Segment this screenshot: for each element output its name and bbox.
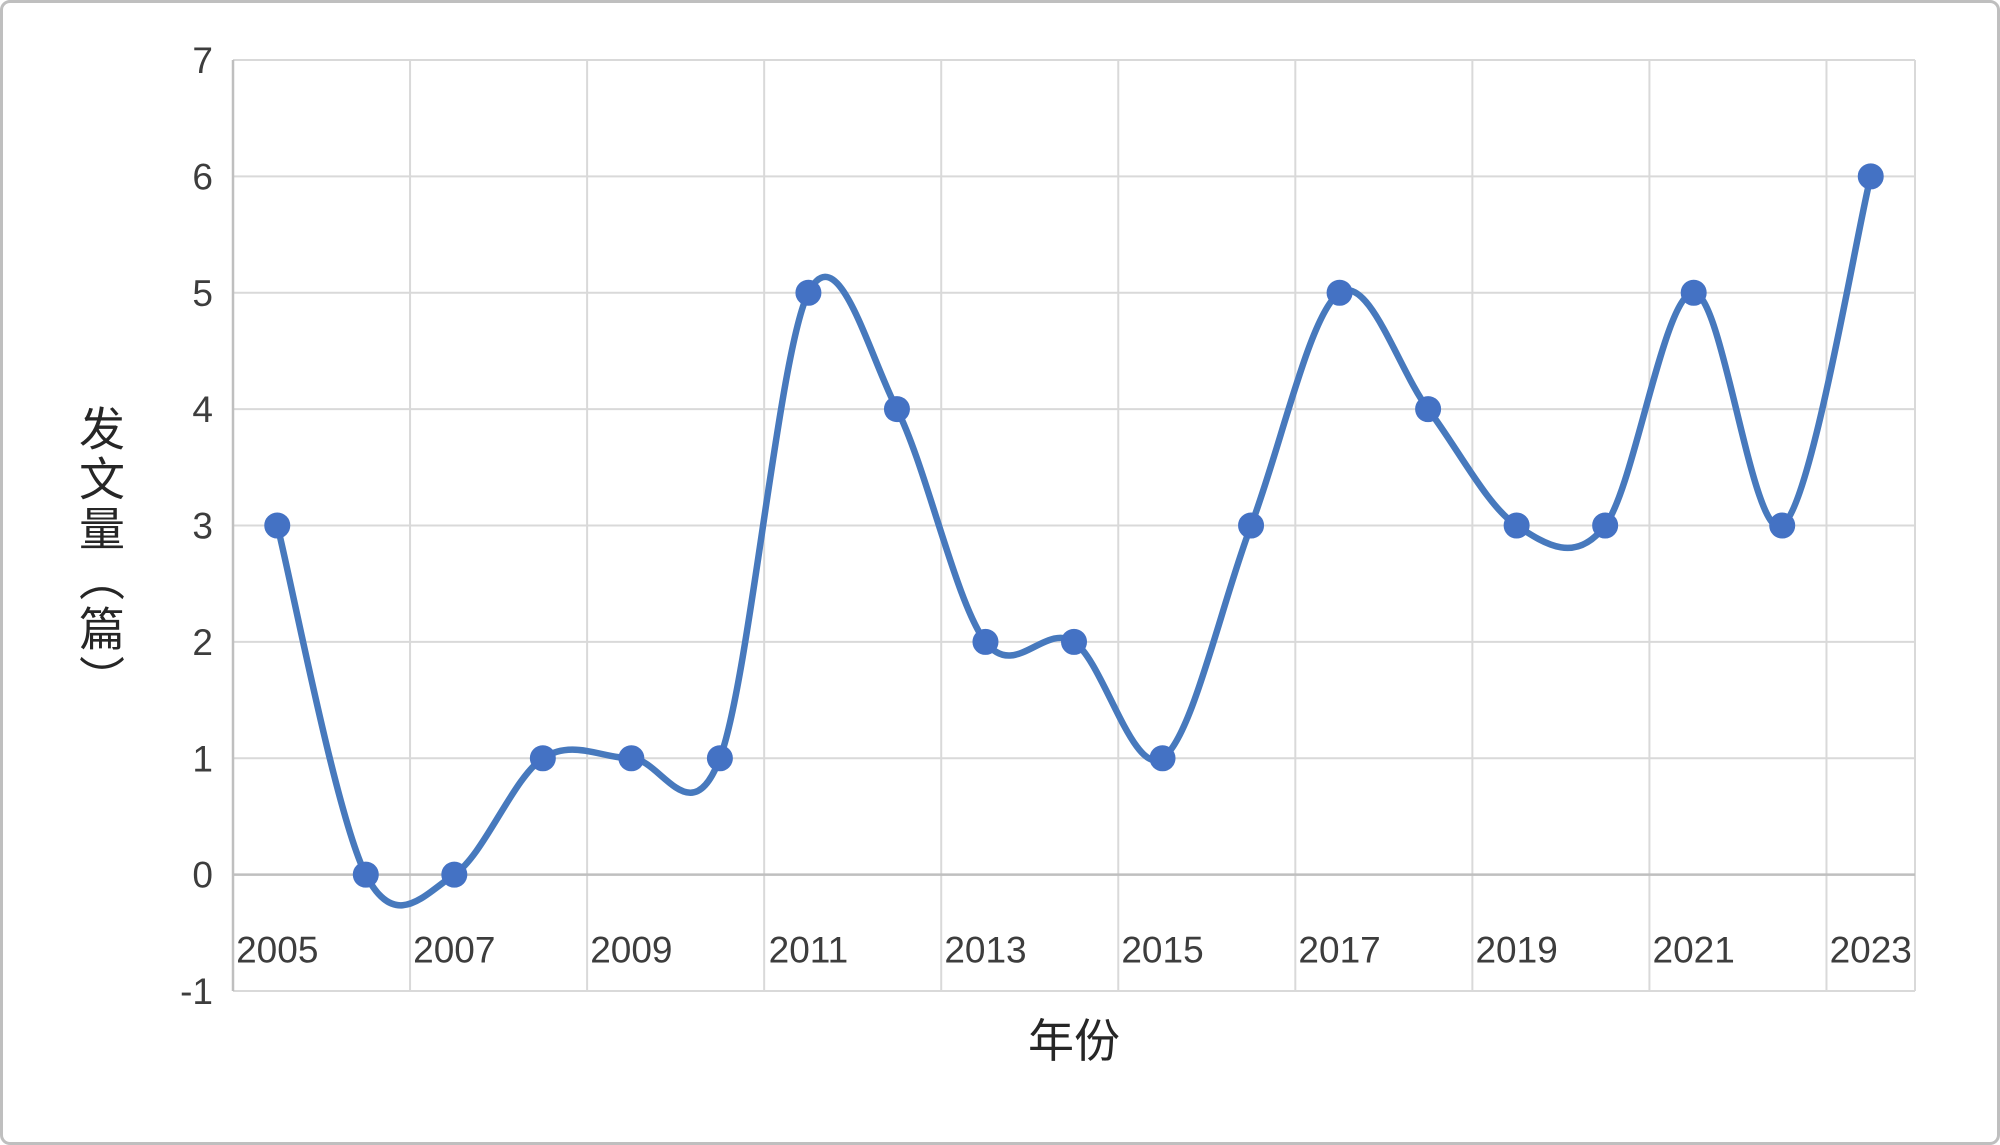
data-point-2020 (1592, 512, 1619, 539)
y-tick-label: 5 (192, 273, 213, 314)
data-point-2007 (441, 861, 468, 888)
data-point-2012 (883, 396, 910, 423)
data-point-2010 (706, 745, 733, 772)
x-tick-label: 2007 (413, 930, 495, 971)
x-tick-label: 2013 (944, 930, 1026, 971)
line-chart-canvas: -1 0 1 2 3 4 5 6 7 2005 2007 2009 2011 2013 2015 2017 20… (180, 40, 1916, 1012)
y-axis-title: 发文量（篇） (73, 404, 124, 705)
x-tick-label: 2021 (1653, 930, 1735, 971)
data-point-2005 (264, 512, 291, 539)
data-point-2018 (1415, 396, 1442, 423)
x-tick-label: 2009 (590, 930, 672, 971)
data-point-2017 (1326, 279, 1353, 306)
y-tick-label: 0 (192, 855, 213, 896)
data-point-2023 (1857, 163, 1884, 190)
x-tick-label: 2017 (1298, 930, 1380, 971)
x-tick-label: 2023 (1830, 930, 1912, 971)
x-axis-title: 年份 (1028, 1016, 1120, 1067)
data-point-2008 (529, 745, 556, 772)
data-point-2015 (1149, 745, 1176, 772)
x-tick-label: 2015 (1121, 930, 1203, 971)
data-point-2021 (1680, 279, 1707, 306)
data-point-2016 (1238, 512, 1265, 539)
y-tick-label: 6 (192, 156, 213, 197)
data-point-2022 (1769, 512, 1796, 539)
y-tick-label: 4 (192, 389, 213, 430)
x-tick-label: 2005 (236, 930, 318, 971)
series-line (274, 173, 1874, 909)
y-tick-label: -1 (180, 971, 213, 1012)
x-tick-label: 2019 (1475, 930, 1557, 971)
data-point-2011 (795, 279, 822, 306)
data-point-2019 (1503, 512, 1530, 539)
data-point-2009 (618, 745, 645, 772)
data-point-2013 (972, 628, 999, 655)
data-point-2006 (352, 861, 379, 888)
y-tick-label: 7 (192, 40, 213, 81)
y-tick-label: 1 (192, 738, 213, 779)
x-tick-label: 2011 (769, 930, 849, 971)
data-point-2014 (1061, 628, 1087, 655)
y-tick-label: 2 (192, 622, 213, 663)
y-tick-label: 3 (192, 506, 213, 547)
